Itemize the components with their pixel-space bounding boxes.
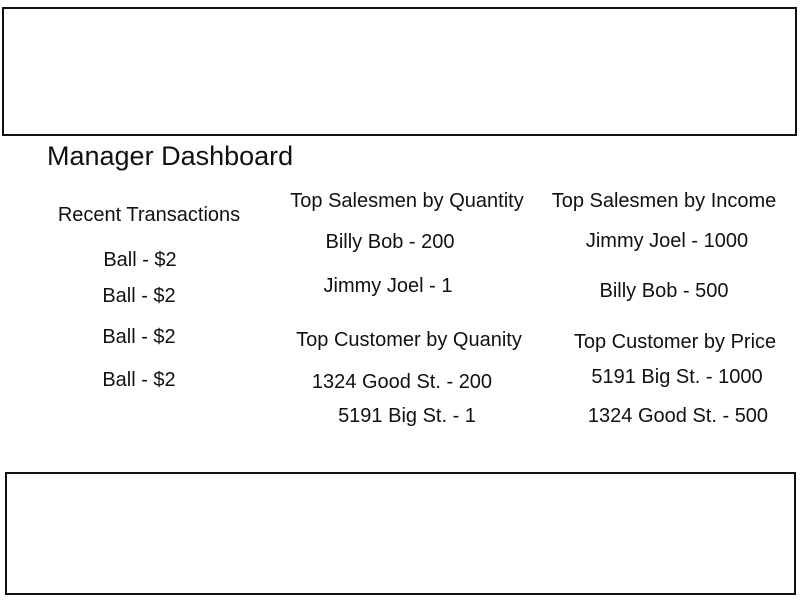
- top-customer-price-heading: Top Customer by Price: [573, 331, 777, 353]
- recent-transaction-item: Ball - $2: [102, 369, 176, 391]
- top-salesmen-quantity-item: Jimmy Joel - 1: [323, 275, 453, 297]
- recent-transaction-item: Ball - $2: [102, 326, 176, 348]
- top-customer-price-item: 5191 Big St. - 1000: [591, 366, 763, 388]
- top-salesmen-income-item: Jimmy Joel - 1000: [585, 230, 749, 252]
- top-salesmen-income-heading: Top Salesmen by Income: [551, 190, 777, 212]
- recent-transaction-item: Ball - $2: [103, 249, 177, 271]
- top-customer-quantity-item: 1324 Good St. - 200: [311, 371, 493, 393]
- top-salesmen-quantity-item: Billy Bob - 200: [325, 231, 455, 253]
- recent-transactions-heading: Recent Transactions: [57, 204, 241, 226]
- top-customer-price-item: 1324 Good St. - 500: [587, 405, 769, 427]
- top-customer-quantity-item: 5191 Big St. - 1: [338, 405, 476, 427]
- top-salesmen-income-item: Billy Bob - 500: [599, 280, 729, 302]
- header-placeholder: [2, 7, 797, 136]
- page-title: Manager Dashboard: [47, 141, 294, 171]
- recent-transaction-item: Ball - $2: [102, 285, 176, 307]
- footer-placeholder: [5, 472, 796, 595]
- top-customer-quantity-heading: Top Customer by Quanity: [296, 329, 522, 351]
- top-salesmen-quantity-heading: Top Salesmen by Quantity: [290, 190, 524, 212]
